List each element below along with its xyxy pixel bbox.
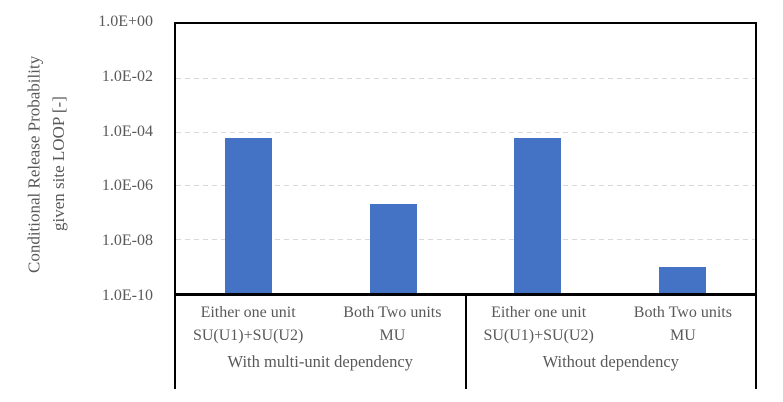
- category-axis: Either one unit SU(U1)+SU(U2) Both Two u…: [174, 296, 757, 389]
- bar-withdep-both-two-units: [369, 204, 417, 293]
- y-tick-label-1e-2: 1.0E-02: [101, 68, 153, 85]
- bar-slot: [176, 24, 321, 293]
- y-tick-label-1e-8: 1.0E-08: [101, 232, 153, 249]
- bar-slot: [610, 24, 755, 293]
- category-label-row: Either one unit SU(U1)+SU(U2) Both Two u…: [467, 296, 756, 347]
- group-without-dependency: Either one unit SU(U1)+SU(U2) Both Two u…: [464, 296, 756, 389]
- y-tick-label-1e-6: 1.0E-06: [101, 177, 153, 194]
- bar-nodep-either-one-unit: [514, 137, 562, 293]
- category-label: Both Two units MU: [633, 304, 732, 344]
- category-label: Both Two units MU: [343, 304, 442, 344]
- category-label-row: Either one unit SU(U1)+SU(U2) Both Two u…: [176, 296, 465, 347]
- y-tick-label-1e0: 1.0E+00: [98, 13, 153, 30]
- plot-area: [174, 22, 757, 296]
- y-tick-label-1e-4: 1.0E-04: [101, 123, 153, 140]
- group-with-dependency: Either one unit SU(U1)+SU(U2) Both Two u…: [176, 296, 465, 389]
- group-label: Without dependency: [542, 352, 679, 371]
- bar-slot: [466, 24, 611, 293]
- y-tick-label-1e-10: 1.0E-10: [101, 287, 153, 304]
- category-label: Either one unit SU(U1)+SU(U2): [192, 304, 304, 344]
- gridline-1e-2: [176, 77, 755, 79]
- group-label: With multi-unit dependency: [227, 352, 413, 371]
- gridline-1e-8: [176, 239, 755, 241]
- y-axis-title: Conditional Release Probability given si…: [24, 55, 68, 273]
- bar-withdep-either-one-unit: [224, 137, 272, 293]
- bar-nodep-both-two-units: [659, 267, 707, 293]
- category-label: Either one unit SU(U1)+SU(U2): [483, 304, 594, 344]
- gridline-1e-6: [176, 185, 755, 187]
- gridline-1e-4: [176, 131, 755, 133]
- bar-slot: [321, 24, 466, 293]
